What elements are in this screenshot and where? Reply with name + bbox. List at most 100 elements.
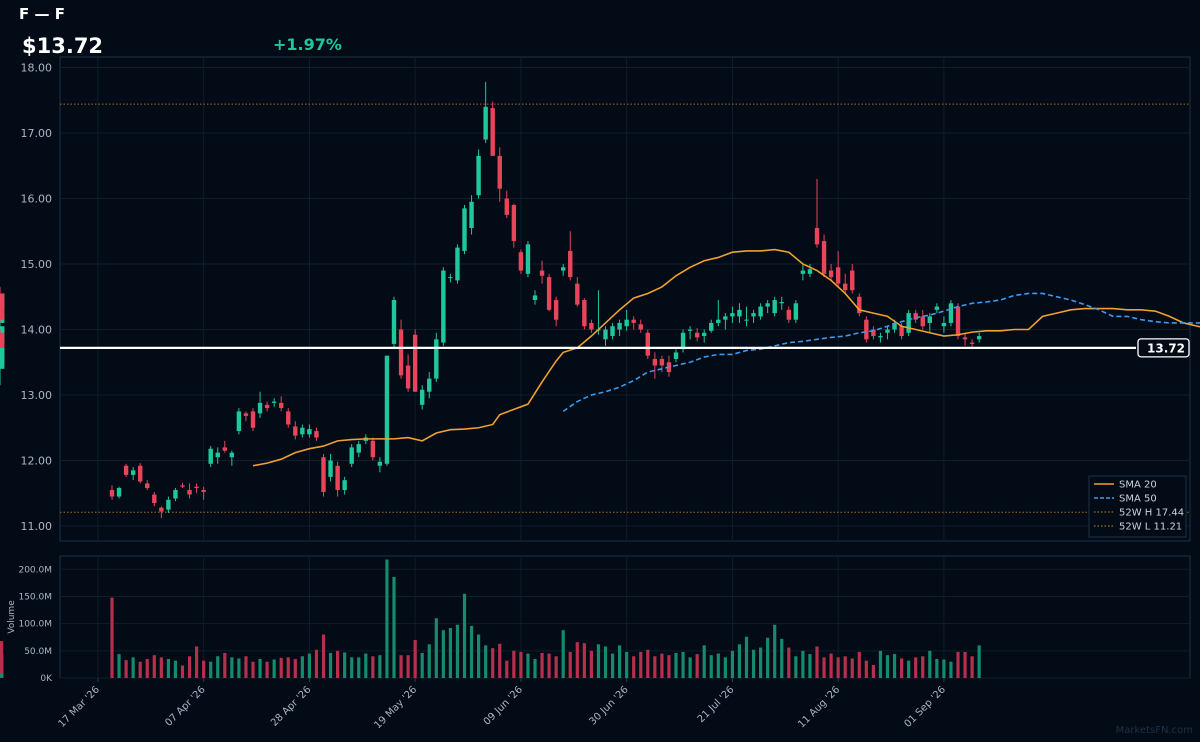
candle <box>448 273 453 283</box>
candle <box>370 437 376 461</box>
candle <box>962 332 968 346</box>
legend-item: 52W H 17.44 <box>1119 508 1184 519</box>
volume-bar <box>970 656 974 678</box>
candle <box>835 250 841 287</box>
volume-bar <box>202 660 206 678</box>
candle <box>300 424 305 438</box>
volume-bar <box>300 656 304 678</box>
candle <box>913 309 918 323</box>
candle <box>857 293 862 317</box>
x-tick-label: 09 Jun '26 <box>482 684 525 727</box>
volume-bar <box>237 658 241 678</box>
volume-bar <box>448 628 452 678</box>
volume-tick-label: 200.0M <box>18 565 52 575</box>
sma50-line <box>562 292 1200 413</box>
candle <box>180 482 185 489</box>
volume-bar <box>434 618 438 678</box>
candle <box>349 444 354 468</box>
candle <box>427 372 432 399</box>
volume-bar <box>885 655 890 678</box>
volume-bar <box>759 647 763 678</box>
current-price: $13.72 <box>22 34 104 58</box>
volume-bar <box>138 661 142 678</box>
volume-bar <box>491 648 495 678</box>
volume-bar <box>871 664 875 678</box>
volume-bar <box>568 651 572 678</box>
volume-bar <box>286 657 290 678</box>
volume-bar <box>582 643 586 678</box>
price-change: +1.97% <box>273 35 342 54</box>
volume-tick-label: 150.0M <box>18 592 52 602</box>
volume-bar <box>942 659 946 678</box>
candle <box>511 203 517 248</box>
volume-bar <box>878 650 883 678</box>
volume-bar <box>907 660 911 678</box>
volume-bar <box>639 651 643 678</box>
volume-bar <box>688 657 692 678</box>
candle <box>152 491 157 507</box>
candle <box>779 296 784 310</box>
volume-tick-label: 100.0M <box>18 620 52 630</box>
candle <box>751 309 756 323</box>
volume-bar <box>498 643 502 678</box>
volume-panel <box>59 555 1191 679</box>
volume-bar <box>751 649 756 678</box>
candle <box>398 319 404 379</box>
volume-bar <box>610 653 615 678</box>
volume-bar <box>829 653 833 678</box>
candle <box>758 303 763 320</box>
volume-bar <box>603 646 608 678</box>
volume-bar <box>441 630 445 678</box>
ticker-title: F — F <box>19 5 65 23</box>
candle <box>286 408 291 428</box>
volume-bar <box>949 661 953 678</box>
candle <box>469 195 474 235</box>
volume-bar <box>892 654 897 678</box>
volume-bar <box>618 645 622 678</box>
candle <box>130 467 136 481</box>
candle <box>617 319 622 337</box>
volume-bar <box>110 597 114 678</box>
volume-bar <box>265 661 269 678</box>
volume-bar <box>695 654 699 678</box>
x-tick-label: 21 Jul '26 <box>696 684 737 725</box>
candle <box>525 241 531 278</box>
volume-bar <box>660 653 664 678</box>
volume-bar <box>794 656 798 678</box>
volume-bar <box>223 653 227 678</box>
candle <box>0 286 5 323</box>
volume-bar <box>230 657 234 678</box>
candle <box>568 231 573 281</box>
volume-bar <box>935 658 939 678</box>
volume-bar <box>378 655 382 678</box>
candle <box>934 303 940 314</box>
candle <box>793 300 799 323</box>
volume-bar <box>681 651 685 678</box>
y-tick-label: 11.00 <box>21 520 53 533</box>
legend-item: SMA 50 <box>1119 494 1157 505</box>
volume-bar <box>646 649 650 678</box>
volume-bar <box>420 653 424 678</box>
candle <box>462 205 467 255</box>
candle <box>490 101 495 156</box>
x-tick-label: 19 May '26 <box>372 684 419 731</box>
candle <box>702 329 707 343</box>
volume-bar <box>258 658 262 678</box>
volume-bar <box>766 637 770 678</box>
volume-bar <box>773 624 777 678</box>
volume-bar <box>780 638 784 678</box>
candle <box>420 385 425 410</box>
candle <box>0 316 5 333</box>
candle <box>377 457 383 473</box>
volume-bar <box>737 644 742 678</box>
x-tick-label: 17 Mar '26 <box>56 684 102 730</box>
volume-bar <box>857 651 861 678</box>
volume-bar <box>385 559 389 678</box>
volume-bar <box>209 661 213 678</box>
candle <box>765 300 770 314</box>
sma20-line <box>252 248 1200 467</box>
candle <box>123 463 129 477</box>
candle <box>504 190 509 219</box>
candle <box>109 485 115 500</box>
volume-bar <box>843 656 847 678</box>
